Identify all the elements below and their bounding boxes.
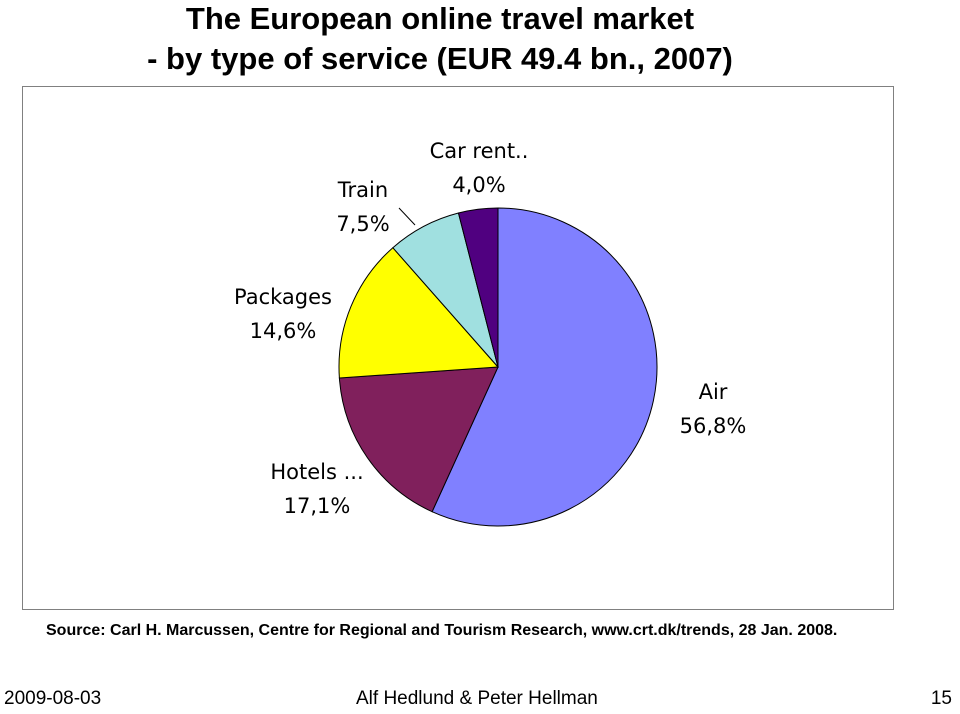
footer-page-number: 15 — [930, 688, 952, 709]
slice-value-label: 14,6% — [250, 319, 317, 343]
slice-value-label: 7,5% — [336, 212, 389, 236]
chart-area: Air 56,8% Hotels ... 17,1% Packages 14,6% Trai… — [22, 86, 894, 610]
slice-label: Packages — [234, 285, 332, 309]
chart-title-line2: - by type of service (EUR 49.4 bn., 2007… — [147, 41, 733, 76]
slice-label: Air — [699, 380, 728, 404]
pie-slice-packages — [338, 247, 500, 379]
chart-title-line1: The European online travel market — [185, 1, 695, 36]
slice-value-label: 4,0% — [452, 173, 505, 197]
slice-label: Hotels ... — [270, 460, 363, 484]
pie-slice-carrent — [457, 207, 499, 368]
slice-label: Train — [337, 178, 388, 202]
slice-label: Car rent.. — [430, 139, 529, 163]
pie-slice-air — [431, 207, 658, 527]
footer-date: 2009-08-03 — [4, 688, 102, 709]
pie-slice-hotels — [338, 366, 499, 513]
footer-authors: Alf Hedlund & Peter Hellman — [356, 688, 598, 709]
slice-value-label: 17,1% — [284, 494, 351, 518]
pie-chart: Air 56,8% Hotels ... 17,1% Packages 14,6% Trai… — [234, 139, 747, 527]
train-leader-line — [398, 207, 416, 226]
source-note: Source: Carl H. Marcussen, Centre for Re… — [46, 622, 838, 639]
slice-value-label: 56,8% — [680, 414, 747, 438]
